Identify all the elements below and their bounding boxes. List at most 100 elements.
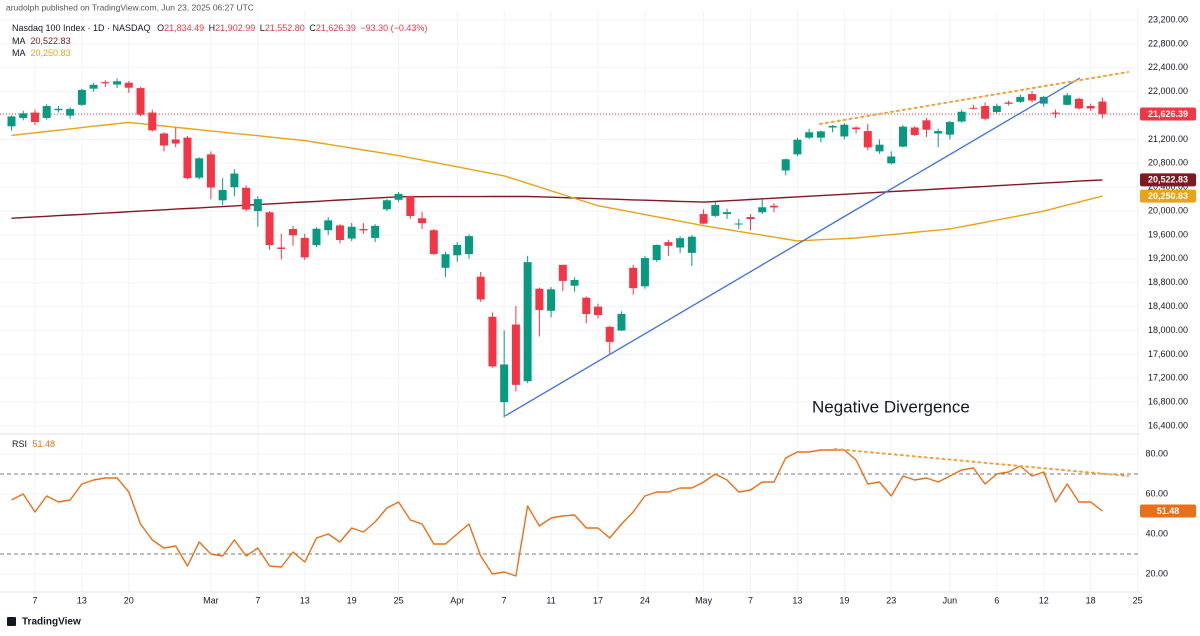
candle-body <box>159 133 168 146</box>
logo: TradingView <box>7 617 81 628</box>
candle-body <box>969 107 978 109</box>
candle-body <box>711 204 720 216</box>
ohlc-key: C <box>309 23 316 33</box>
title: Nasdaq 100 Index · 1D · NASDAQ <box>12 23 151 33</box>
y-tick-label: 19,600.00 <box>1148 229 1188 239</box>
x-tick-label: 19 <box>347 595 357 605</box>
candle-body <box>816 131 825 138</box>
candle-body <box>875 144 884 152</box>
plot-area <box>0 78 1140 577</box>
divergence-line <box>819 71 1129 125</box>
candle-body <box>347 226 356 239</box>
candle-body <box>1004 102 1013 104</box>
rsi-legend: RSI 51.48 <box>12 439 55 449</box>
candle-body <box>910 127 919 135</box>
x-tick-label: 7 <box>502 595 507 605</box>
candle-body <box>324 220 333 231</box>
legend-item: MA 20,522.83 <box>12 36 71 46</box>
y-tick-label: 20,400.00 <box>1148 182 1188 192</box>
x-tick-label: 17 <box>593 595 603 605</box>
candle-body <box>511 324 520 385</box>
y-tick-label: 16,800.00 <box>1148 397 1188 407</box>
annotation: Negative Divergence <box>812 397 970 416</box>
candle-body <box>453 244 462 256</box>
ohlc-key: O <box>157 23 164 33</box>
candle-body <box>101 82 110 84</box>
candle-body <box>171 139 180 144</box>
rsi-divergence-line <box>834 448 1129 477</box>
y-tick-label: 22,800.00 <box>1148 38 1188 48</box>
candle-body <box>242 187 251 210</box>
candle-body <box>148 112 157 131</box>
candle-body <box>629 267 638 289</box>
price-badge <box>1140 189 1196 203</box>
candle-body <box>253 199 262 212</box>
candle-body <box>1016 96 1025 102</box>
rsi-tick-label: 60.00 <box>1145 488 1168 498</box>
candle-body <box>206 154 215 188</box>
candle-body <box>582 297 591 315</box>
candle-body <box>277 247 286 249</box>
x-tick-label: 25 <box>394 595 404 605</box>
candle-body <box>1086 106 1095 109</box>
legend-title: Nasdaq 100 Index · 1D · NASDAQ O21,834.4… <box>12 23 427 33</box>
y-tick-label: 20,000.00 <box>1148 205 1188 215</box>
candle-body <box>887 156 896 164</box>
candle-body <box>805 132 814 138</box>
candle-body <box>898 126 907 147</box>
candle-body <box>300 237 309 258</box>
x-tick-label: 19 <box>839 595 849 605</box>
candle-body <box>124 82 133 88</box>
candle-body <box>652 245 661 261</box>
ohlc-value: 21,902.99 <box>215 23 255 33</box>
price-badge <box>1140 504 1196 518</box>
candle-body <box>394 193 403 200</box>
candle-body <box>429 230 438 254</box>
rsi-name: RSI <box>12 439 27 449</box>
candle-body <box>981 106 990 119</box>
ohlc-key: L <box>260 23 265 33</box>
x-tick-label: 20 <box>124 595 134 605</box>
price-badge <box>1140 173 1196 187</box>
ohlc-value: 21,834.49 <box>164 23 204 33</box>
candle-body <box>640 258 649 287</box>
candle-body <box>687 236 696 253</box>
publisher: arudolph published on TradingView.com, J… <box>6 2 254 12</box>
y-tick-label: 18,000.00 <box>1148 325 1188 335</box>
candle-body <box>218 189 227 201</box>
x-tick-label: 6 <box>994 595 999 605</box>
rsi-value: 51.48 <box>33 439 56 449</box>
candle-body <box>54 108 63 111</box>
x-tick-label: 7 <box>748 595 753 605</box>
rsi-line <box>11 449 1103 577</box>
trend-line <box>504 77 1081 417</box>
candle-body <box>1098 101 1107 114</box>
candle-body <box>945 122 954 135</box>
moving-average <box>11 179 1103 219</box>
candle-body <box>699 214 708 224</box>
candle-body <box>992 105 1001 112</box>
logo-mark <box>7 617 16 626</box>
candle-body <box>464 236 473 255</box>
legend-value: 20,250.83 <box>31 48 71 58</box>
candle-body <box>852 127 861 130</box>
y-tick-label: 23,200.00 <box>1148 14 1188 24</box>
footer: TradingView <box>22 617 81 628</box>
candle-body <box>746 217 755 220</box>
candle-body <box>312 228 321 246</box>
candle-body <box>828 125 837 128</box>
candle-body <box>77 89 86 105</box>
candle-body <box>781 159 790 171</box>
candle-body <box>7 116 16 127</box>
candle-body <box>547 289 556 311</box>
candle-body <box>617 313 626 331</box>
y-tick-label: 22,400.00 <box>1148 62 1188 72</box>
candle-body <box>523 262 532 382</box>
candle-body <box>335 225 344 240</box>
x-tick-label: 23 <box>886 595 896 605</box>
y-tick-label: 21,200.00 <box>1148 134 1188 144</box>
candle-body <box>922 120 931 130</box>
price-badge-label: 20,522.83 <box>1148 175 1188 185</box>
